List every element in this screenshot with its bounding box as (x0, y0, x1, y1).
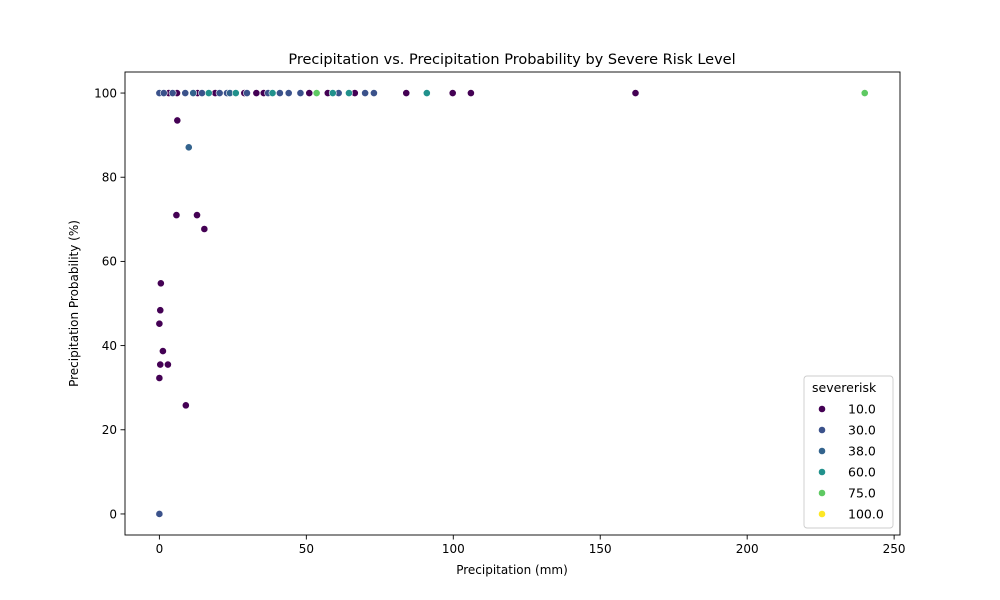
legend-marker (818, 468, 826, 476)
data-point (305, 89, 314, 97)
data-point (156, 306, 165, 315)
data-point (275, 89, 284, 97)
legend-box (803, 375, 894, 529)
data-point (189, 89, 198, 97)
data-point (252, 89, 261, 97)
data-point (181, 89, 190, 97)
x-axis-title: Precipitation (mm) (456, 563, 568, 577)
data-point (168, 89, 177, 97)
data-point (448, 89, 457, 97)
data-point (156, 360, 165, 369)
data-point (156, 279, 165, 288)
plot-frame (124, 71, 901, 536)
data-point (181, 401, 190, 410)
chart-title: Precipitation vs. Precipitation Probabil… (288, 52, 735, 68)
data-point (215, 89, 224, 97)
data-point (328, 89, 337, 97)
x-tick-label: 150 (589, 542, 612, 556)
y-tick-label: 40 (102, 339, 117, 353)
data-point (284, 89, 293, 97)
data-point (164, 360, 172, 369)
data-point (172, 211, 181, 220)
legend-marker (818, 405, 826, 413)
legend-entries: 10.0 30.0 38.0 60.0 75.0 100.0 (818, 402, 884, 522)
data-point (631, 89, 640, 97)
data-point (204, 89, 213, 97)
y-axis-title: Precipitation Probability (%) (67, 220, 81, 387)
data-point (159, 89, 168, 97)
y-tick-label: 100 (94, 86, 117, 100)
data-point (193, 211, 201, 220)
data-point (296, 89, 305, 97)
data-point (402, 89, 411, 97)
data-point (467, 89, 475, 97)
legend-label: 30.0 (848, 423, 876, 438)
legend-marker (818, 426, 826, 434)
data-point (243, 89, 251, 97)
y-axis: 0 20 40 60 80 100 (94, 86, 125, 521)
legend-marker (818, 447, 826, 455)
data-point (155, 510, 164, 518)
data-point (159, 347, 167, 355)
data-point (198, 89, 206, 97)
x-tick-label: 200 (736, 542, 759, 556)
x-tick-label: 250 (883, 542, 906, 556)
x-tick-label: 50 (299, 542, 314, 556)
data-point (361, 89, 370, 97)
legend-marker (818, 489, 826, 497)
legend-label: 38.0 (848, 444, 876, 459)
legend-title: severerisk (812, 380, 877, 395)
data-point (312, 89, 321, 97)
y-tick-label: 20 (102, 423, 117, 437)
data-point (345, 89, 353, 97)
legend: severerisk 10.0 30.0 38.0 60.0 75.0 100.0 (803, 375, 894, 529)
data-point (155, 374, 164, 382)
legend-label: 100.0 (848, 507, 884, 522)
plot-area (124, 71, 901, 536)
x-tick-label: 0 (156, 542, 164, 556)
data-point (422, 89, 431, 97)
data-point (860, 89, 869, 97)
data-point (231, 89, 240, 97)
data-point (155, 319, 164, 328)
data-point (173, 116, 182, 125)
y-tick-label: 60 (102, 255, 117, 269)
legend-label: 60.0 (848, 465, 876, 480)
data-point (200, 225, 209, 233)
data-point (370, 89, 378, 97)
legend-marker (818, 510, 826, 518)
x-axis: 0 50 100 150 200 250 (156, 535, 906, 556)
legend-label: 10.0 (848, 402, 876, 417)
y-tick-label: 0 (109, 507, 117, 521)
legend-label: 75.0 (848, 486, 876, 501)
y-tick-label: 80 (102, 171, 117, 185)
data-points (155, 89, 869, 518)
data-point (268, 89, 277, 97)
x-tick-label: 100 (442, 542, 465, 556)
data-point (184, 143, 193, 152)
